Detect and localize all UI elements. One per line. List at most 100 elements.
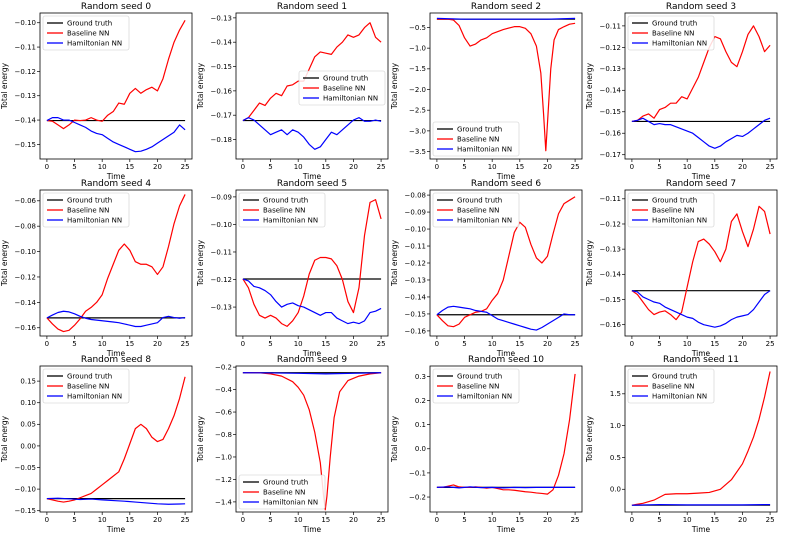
x-tick-label: 20 [543, 340, 552, 348]
legend: Ground truth Baseline NN Hamiltonian NN [42, 368, 130, 404]
series-hamiltonian-nnline [242, 278, 382, 325]
y-tick-label: 0.00 [20, 442, 36, 450]
legend-box [42, 368, 130, 404]
series-baseline-nnline [242, 22, 382, 122]
y-tick-label: −0.12 [15, 68, 36, 76]
x-axis-label: Time [691, 349, 711, 358]
y-tick-label: −0.2 [215, 364, 232, 372]
plot-frame [429, 365, 583, 513]
y-tick-label: −0.10 [405, 225, 426, 233]
x-tick-label: 15 [125, 516, 134, 524]
x-tick-label: 0 [241, 516, 245, 524]
y-tick-label: −0.15 [211, 63, 232, 71]
legend-label: Hamiltonian NN [263, 498, 318, 506]
y-tick-label: −0.14 [211, 39, 233, 47]
plot-frame [39, 189, 193, 337]
legend-box [627, 15, 715, 51]
y-tick-label: −2.5 [409, 107, 426, 115]
x-tick-label: 5 [657, 340, 661, 348]
x-tick-label: 25 [377, 516, 386, 524]
y-tick-label: −0.12 [15, 273, 36, 281]
x-tick-label: 10 [294, 163, 303, 171]
y-tick-label: −0.13 [15, 92, 36, 100]
subplot-title: Random seed 6 [471, 179, 541, 189]
series-hamiltonian-nnline [631, 290, 771, 328]
subplot-11: Random seed 11 0 5 10 15 20 25 1.5 1.0 0.5 0.0 Time… [585, 355, 778, 533]
y-tick-label: 0.5 [610, 454, 621, 462]
y-tick-label: −0.08 [15, 223, 36, 231]
series-group [436, 196, 576, 331]
y-tick-label: −3.0 [409, 127, 426, 135]
y-axis-label: Total energy [196, 415, 205, 463]
y-tick-label: −1.0 [215, 453, 232, 461]
x-axis-label: Time [302, 525, 322, 533]
x-tick-label: 5 [72, 340, 76, 348]
y-tick-label: −3.5 [409, 148, 426, 156]
x-tick-label: 5 [462, 340, 466, 348]
x-tick-label: 0 [435, 340, 439, 348]
y-tick-label: −0.09 [405, 208, 426, 216]
y-tick-label: −0.14 [15, 299, 37, 307]
legend-label: Baseline NN [67, 29, 109, 37]
x-tick-label: 10 [294, 340, 303, 348]
y-tick-label: −1.5 [409, 65, 426, 73]
legend-label: Hamiltonian NN [323, 94, 378, 102]
x-axis-label: Time [691, 525, 711, 533]
plot-frame [624, 12, 778, 160]
legend: Ground truth Baseline NN Hamiltonian NN [298, 70, 386, 106]
legend-box [238, 192, 326, 228]
legend-label: Ground truth [457, 372, 502, 380]
legend-label: Baseline NN [263, 488, 305, 496]
legend-label: Hamiltonian NN [652, 392, 707, 400]
legend-label: Ground truth [652, 196, 697, 204]
y-tick-label: −0.13 [211, 14, 232, 22]
y-tick-label: −1.4 [215, 498, 233, 506]
series-baseline-nnline [46, 376, 186, 503]
y-tick-label: 0.15 [20, 378, 36, 386]
legend: Ground truth Baseline NN Hamiltonian NN [627, 192, 715, 228]
x-axis-label: Time [496, 172, 516, 181]
y-tick-label: −0.05 [15, 464, 36, 472]
y-tick-label: −0.13 [600, 65, 621, 73]
x-tick-label: 10 [488, 340, 497, 348]
subplot-7: Random seed 7 0 5 10 15 20 25 −0.11 −0.12 −0.13 −0… [585, 179, 778, 358]
y-tick-label: −0.18 [211, 136, 232, 144]
x-tick-label: 25 [181, 340, 190, 348]
y-axis-label: Total energy [196, 62, 205, 110]
y-tick-label: −0.15 [600, 108, 621, 116]
y-tick-label: −0.12 [600, 44, 621, 52]
legend-label: Hamiltonian NN [457, 216, 512, 224]
legend-label: Baseline NN [457, 135, 499, 143]
y-tick-label: −0.15 [15, 507, 36, 515]
y-axis-label: Total energy [390, 415, 399, 463]
series-group [631, 371, 771, 506]
x-tick-label: 10 [683, 516, 692, 524]
series-baseline-nnline [436, 373, 576, 495]
x-tick-label: 25 [766, 340, 775, 348]
legend-label: Baseline NN [652, 382, 694, 390]
legend-label: Ground truth [457, 196, 502, 204]
legend-box [432, 121, 520, 157]
x-tick-label: 15 [515, 340, 524, 348]
legend-label: Baseline NN [457, 382, 499, 390]
x-tick-label: 5 [657, 516, 661, 524]
y-axis-label: Total energy [0, 415, 9, 463]
x-tick-label: 5 [72, 163, 76, 171]
x-tick-label: 25 [377, 340, 386, 348]
x-tick-label: 20 [349, 516, 358, 524]
legend: Ground truth Baseline NN Hamiltonian NN [238, 474, 326, 510]
series-group [46, 376, 186, 505]
x-tick-label: 20 [349, 340, 358, 348]
y-tick-label: −0.15 [15, 141, 36, 149]
legend-label: Hamiltonian NN [457, 392, 512, 400]
y-tick-label: 0.10 [20, 399, 36, 407]
x-axis-label: Time [496, 349, 516, 358]
subplot-6: Random seed 6 0 5 10 15 20 25 −0.08 −0.09 −0.10 −0… [390, 179, 583, 358]
x-tick-label: 25 [571, 516, 580, 524]
y-tick-label: 0.1 [415, 421, 426, 429]
legend-label: Baseline NN [67, 206, 109, 214]
x-tick-label: 15 [321, 340, 330, 348]
series-hamiltonian-nnline [46, 310, 186, 328]
x-tick-label: 0 [630, 516, 634, 524]
legend-label: Ground truth [67, 196, 112, 204]
